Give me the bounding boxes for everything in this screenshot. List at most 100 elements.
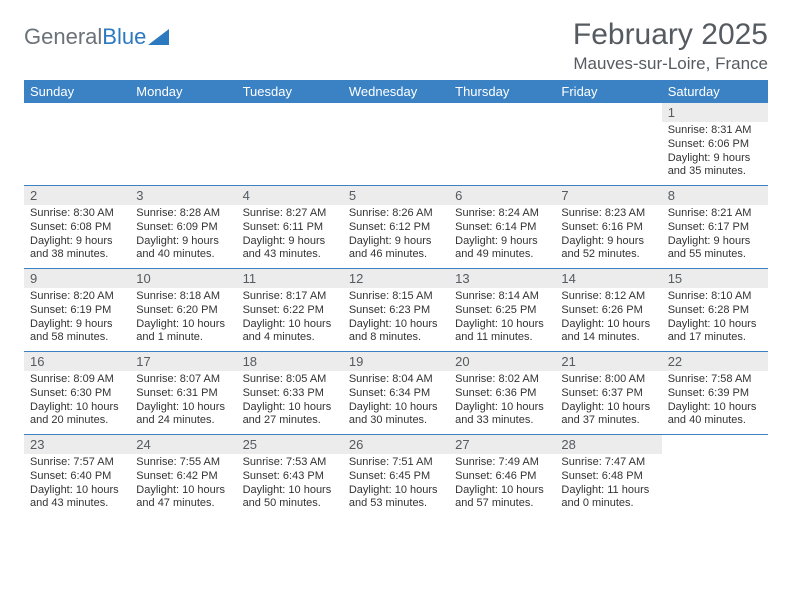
daylight-text: Daylight: 10 hours and 50 minutes. — [243, 484, 337, 512]
daylight-text: Daylight: 10 hours and 20 minutes. — [30, 401, 124, 429]
sunrise-text: Sunrise: 8:09 AM — [30, 373, 124, 387]
calendar-week-row: 16Sunrise: 8:09 AMSunset: 6:30 PMDayligh… — [24, 352, 768, 435]
daylight-text: Daylight: 9 hours and 46 minutes. — [349, 235, 443, 263]
daylight-text: Daylight: 9 hours and 52 minutes. — [561, 235, 655, 263]
sunset-text: Sunset: 6:37 PM — [561, 387, 655, 401]
day-number: 23 — [24, 435, 130, 454]
calendar-week-row: 23Sunrise: 7:57 AMSunset: 6:40 PMDayligh… — [24, 435, 768, 518]
day-number: 27 — [449, 435, 555, 454]
day-body: Sunrise: 8:12 AMSunset: 6:26 PMDaylight:… — [555, 288, 661, 351]
daylight-text: Daylight: 10 hours and 17 minutes. — [668, 318, 762, 346]
sunrise-text: Sunrise: 8:04 AM — [349, 373, 443, 387]
location: Mauves-sur-Loire, France — [573, 54, 768, 74]
calendar-day-cell: 5Sunrise: 8:26 AMSunset: 6:12 PMDaylight… — [343, 186, 449, 269]
daylight-text: Daylight: 9 hours and 43 minutes. — [243, 235, 337, 263]
sunrise-text: Sunrise: 8:07 AM — [136, 373, 230, 387]
day-body: Sunrise: 7:49 AMSunset: 6:46 PMDaylight:… — [449, 454, 555, 517]
weekday-header: Monday — [130, 80, 236, 103]
day-body: Sunrise: 8:27 AMSunset: 6:11 PMDaylight:… — [237, 205, 343, 268]
daylight-text: Daylight: 9 hours and 55 minutes. — [668, 235, 762, 263]
calendar-week-row: 9Sunrise: 8:20 AMSunset: 6:19 PMDaylight… — [24, 269, 768, 352]
daylight-text: Daylight: 10 hours and 8 minutes. — [349, 318, 443, 346]
sunrise-text: Sunrise: 8:30 AM — [30, 207, 124, 221]
day-number: 7 — [555, 186, 661, 205]
calendar-day-cell: 2Sunrise: 8:30 AMSunset: 6:08 PMDaylight… — [24, 186, 130, 269]
sunrise-text: Sunrise: 8:23 AM — [561, 207, 655, 221]
calendar-day-cell: 22Sunrise: 7:58 AMSunset: 6:39 PMDayligh… — [662, 352, 768, 435]
title-block: February 2025 Mauves-sur-Loire, France — [573, 18, 768, 74]
day-body: Sunrise: 7:58 AMSunset: 6:39 PMDaylight:… — [662, 371, 768, 434]
day-body: Sunrise: 7:55 AMSunset: 6:42 PMDaylight:… — [130, 454, 236, 517]
day-number: 17 — [130, 352, 236, 371]
daylight-text: Daylight: 10 hours and 24 minutes. — [136, 401, 230, 429]
calendar-day-cell: . — [343, 103, 449, 186]
day-body: Sunrise: 7:53 AMSunset: 6:43 PMDaylight:… — [237, 454, 343, 517]
daylight-text: Daylight: 10 hours and 4 minutes. — [243, 318, 337, 346]
day-number: 22 — [662, 352, 768, 371]
calendar-day-cell: 11Sunrise: 8:17 AMSunset: 6:22 PMDayligh… — [237, 269, 343, 352]
day-body: Sunrise: 8:20 AMSunset: 6:19 PMDaylight:… — [24, 288, 130, 351]
calendar-day-cell: 19Sunrise: 8:04 AMSunset: 6:34 PMDayligh… — [343, 352, 449, 435]
sunset-text: Sunset: 6:30 PM — [30, 387, 124, 401]
sunset-text: Sunset: 6:16 PM — [561, 221, 655, 235]
sunset-text: Sunset: 6:19 PM — [30, 304, 124, 318]
calendar-day-cell: . — [237, 103, 343, 186]
calendar-day-cell: 15Sunrise: 8:10 AMSunset: 6:28 PMDayligh… — [662, 269, 768, 352]
daylight-text: Daylight: 9 hours and 40 minutes. — [136, 235, 230, 263]
daylight-text: Daylight: 10 hours and 33 minutes. — [455, 401, 549, 429]
daylight-text: Daylight: 9 hours and 49 minutes. — [455, 235, 549, 263]
calendar-day-cell: 1Sunrise: 8:31 AMSunset: 6:06 PMDaylight… — [662, 103, 768, 186]
daylight-text: Daylight: 10 hours and 57 minutes. — [455, 484, 549, 512]
sunrise-text: Sunrise: 8:02 AM — [455, 373, 549, 387]
sunset-text: Sunset: 6:43 PM — [243, 470, 337, 484]
calendar-day-cell: 8Sunrise: 8:21 AMSunset: 6:17 PMDaylight… — [662, 186, 768, 269]
sunrise-text: Sunrise: 8:10 AM — [668, 290, 762, 304]
sunset-text: Sunset: 6:14 PM — [455, 221, 549, 235]
sunrise-text: Sunrise: 8:15 AM — [349, 290, 443, 304]
day-body: Sunrise: 8:23 AMSunset: 6:16 PMDaylight:… — [555, 205, 661, 268]
calendar-day-cell: 14Sunrise: 8:12 AMSunset: 6:26 PMDayligh… — [555, 269, 661, 352]
daylight-text: Daylight: 10 hours and 27 minutes. — [243, 401, 337, 429]
day-number: 5 — [343, 186, 449, 205]
sunrise-text: Sunrise: 8:20 AM — [30, 290, 124, 304]
sunset-text: Sunset: 6:46 PM — [455, 470, 549, 484]
sunrise-text: Sunrise: 7:51 AM — [349, 456, 443, 470]
calendar-day-cell: . — [555, 103, 661, 186]
month-title: February 2025 — [573, 18, 768, 52]
daylight-text: Daylight: 10 hours and 1 minute. — [136, 318, 230, 346]
calendar-day-cell: . — [662, 435, 768, 518]
day-number: 12 — [343, 269, 449, 288]
calendar-header-row: Sunday Monday Tuesday Wednesday Thursday… — [24, 80, 768, 103]
day-number: 28 — [555, 435, 661, 454]
day-number: 13 — [449, 269, 555, 288]
calendar-day-cell: 17Sunrise: 8:07 AMSunset: 6:31 PMDayligh… — [130, 352, 236, 435]
calendar-week-row: 2Sunrise: 8:30 AMSunset: 6:08 PMDaylight… — [24, 186, 768, 269]
calendar-day-cell: 24Sunrise: 7:55 AMSunset: 6:42 PMDayligh… — [130, 435, 236, 518]
calendar-day-cell: 26Sunrise: 7:51 AMSunset: 6:45 PMDayligh… — [343, 435, 449, 518]
calendar-day-cell: . — [130, 103, 236, 186]
day-number: 6 — [449, 186, 555, 205]
day-body: Sunrise: 8:30 AMSunset: 6:08 PMDaylight:… — [24, 205, 130, 268]
sunrise-text: Sunrise: 8:31 AM — [668, 124, 762, 138]
calendar-day-cell: 7Sunrise: 8:23 AMSunset: 6:16 PMDaylight… — [555, 186, 661, 269]
sunset-text: Sunset: 6:45 PM — [349, 470, 443, 484]
daylight-text: Daylight: 10 hours and 40 minutes. — [668, 401, 762, 429]
day-body: Sunrise: 8:00 AMSunset: 6:37 PMDaylight:… — [555, 371, 661, 434]
sunset-text: Sunset: 6:34 PM — [349, 387, 443, 401]
calendar-body: ......1Sunrise: 8:31 AMSunset: 6:06 PMDa… — [24, 103, 768, 517]
daylight-text: Daylight: 10 hours and 37 minutes. — [561, 401, 655, 429]
day-body: Sunrise: 7:57 AMSunset: 6:40 PMDaylight:… — [24, 454, 130, 517]
daylight-text: Daylight: 11 hours and 0 minutes. — [561, 484, 655, 512]
sunrise-text: Sunrise: 8:28 AM — [136, 207, 230, 221]
calendar-day-cell: 23Sunrise: 7:57 AMSunset: 6:40 PMDayligh… — [24, 435, 130, 518]
sunset-text: Sunset: 6:40 PM — [30, 470, 124, 484]
calendar-day-cell: 6 Sunrise: 8:24 AMSunset: 6:14 PMDaylight… — [449, 186, 555, 269]
sunrise-text: Sunrise: 7:55 AM — [136, 456, 230, 470]
sunrise-text: Sunrise: 7:57 AM — [30, 456, 124, 470]
day-body: Sunrise: 8:21 AMSunset: 6:17 PMDaylight:… — [662, 205, 768, 268]
day-number: 20 — [449, 352, 555, 371]
calendar-day-cell: 4Sunrise: 8:27 AMSunset: 6:11 PMDaylight… — [237, 186, 343, 269]
day-number: 3 — [130, 186, 236, 205]
daylight-text: Daylight: 10 hours and 14 minutes. — [561, 318, 655, 346]
sunrise-text: Sunrise: 8:24 AM — [455, 207, 549, 221]
